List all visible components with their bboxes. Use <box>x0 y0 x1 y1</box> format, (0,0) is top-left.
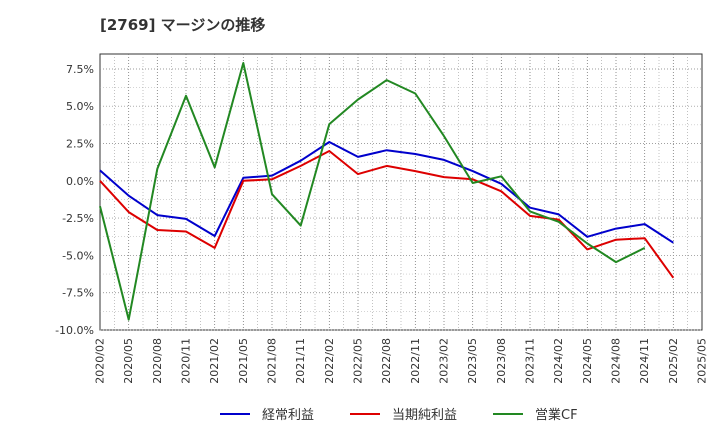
legend-label: 経常利益 <box>262 408 314 423</box>
x-tick-label: 2023/05 <box>466 338 479 384</box>
series-line-2 <box>99 150 675 279</box>
x-tick-label: 2021/11 <box>294 338 307 384</box>
x-tick-label: 2022/02 <box>323 338 336 384</box>
legend-label: 営業CF <box>535 407 578 423</box>
x-tick-label: 2021/05 <box>237 338 250 384</box>
y-tick-label: 5.0% <box>66 100 94 113</box>
y-tick-label: 7.5% <box>66 63 94 76</box>
x-tick-label: 2022/05 <box>352 338 365 384</box>
x-tick-label: 2020/11 <box>180 338 193 384</box>
x-tick-label: 2021/02 <box>208 338 221 384</box>
x-tick-label: 2020/02 <box>94 338 107 384</box>
x-tick-label: 2020/05 <box>122 338 135 384</box>
y-tick-label: -10.0% <box>55 324 94 337</box>
x-tick-label: 2024/02 <box>552 338 565 384</box>
series-line-1 <box>99 141 674 244</box>
x-tick-label: 2024/11 <box>638 338 651 384</box>
x-tick-label: 2024/08 <box>610 338 623 384</box>
y-tick-label: -5.0% <box>62 249 94 262</box>
y-tick-label: 2.5% <box>66 138 94 151</box>
x-tick-label: 2022/08 <box>380 338 393 384</box>
x-tick-label: 2023/11 <box>524 338 537 384</box>
x-tick-label: 2020/08 <box>151 338 164 384</box>
y-tick-label: -7.5% <box>62 287 94 300</box>
legend-label: 当期純利益 <box>392 408 457 423</box>
y-tick-label: 0.0% <box>66 175 94 188</box>
chart-title: [2769] マージンの推移 <box>100 16 266 34</box>
x-tick-label: 2025/02 <box>667 338 680 384</box>
x-tick-label: 2024/05 <box>581 338 594 384</box>
x-tick-label: 2023/08 <box>495 338 508 384</box>
x-tick-label: 2021/08 <box>266 338 279 384</box>
series-line-3 <box>99 62 646 321</box>
x-tick-label: 2025/05 <box>696 338 709 384</box>
x-tick-label: 2022/11 <box>409 338 422 384</box>
y-tick-label: -2.5% <box>62 212 94 225</box>
x-tick-label: 2023/02 <box>438 338 451 384</box>
